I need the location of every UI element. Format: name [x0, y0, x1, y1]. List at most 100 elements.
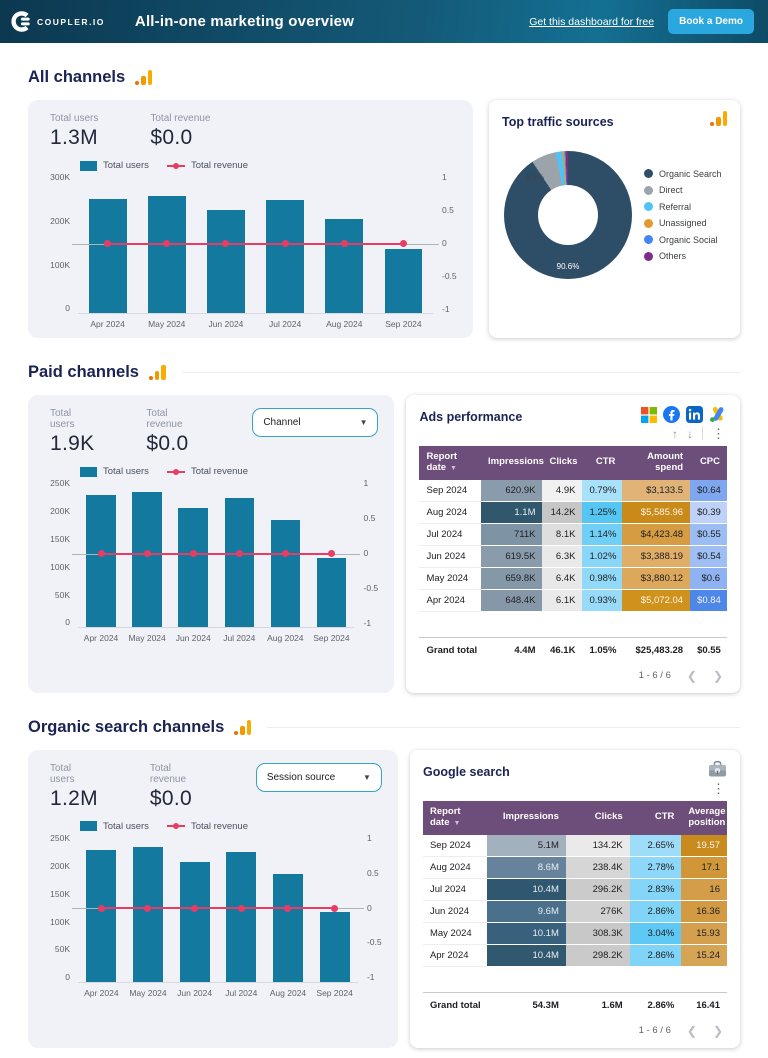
bar[interactable]	[179, 862, 210, 982]
column-header-cpc[interactable]: CPC	[690, 446, 727, 480]
revenue-point[interactable]	[222, 240, 230, 247]
prev-page-icon[interactable]: ❮	[686, 668, 697, 683]
more-options-icon[interactable]: ⋮	[712, 780, 725, 796]
bar[interactable]	[86, 494, 116, 627]
revenue-point[interactable]	[97, 550, 105, 557]
x-tick: Apr 2024	[90, 319, 125, 329]
revenue-point[interactable]	[104, 240, 112, 247]
legend-item[interactable]: Referral	[644, 202, 722, 212]
legend-label: Total revenue	[190, 820, 248, 832]
x-tick: Aug 2024	[269, 987, 307, 998]
next-page-icon[interactable]: ❯	[712, 668, 723, 683]
revenue-point[interactable]	[331, 904, 339, 912]
google-analytics-icon	[710, 111, 727, 126]
channel-filter-dropdown[interactable]: Channel ▼	[252, 408, 379, 437]
revenue-point[interactable]	[327, 550, 335, 557]
table-row[interactable]: Jul 2024 711K 8.1K 1.14% $4,423.48 $0.55	[419, 523, 727, 546]
column-header-impressions[interactable]: Impressions	[486, 800, 566, 835]
cell: May 2024	[419, 567, 481, 590]
bar[interactable]	[86, 849, 117, 982]
column-header-report-date[interactable]: Report date ▼	[422, 800, 487, 835]
cell: 10.4M	[486, 944, 566, 967]
bar[interactable]	[133, 846, 163, 982]
next-page-icon[interactable]: ❯	[712, 1023, 723, 1038]
bar[interactable]	[178, 507, 208, 627]
bar[interactable]	[224, 497, 255, 627]
more-options-icon[interactable]: ⋮	[712, 426, 725, 441]
book-demo-button[interactable]: Book a Demo	[668, 9, 754, 34]
revenue-point[interactable]	[191, 904, 199, 912]
column-header-impressions[interactable]: Impressions	[480, 446, 544, 480]
bar-slot	[315, 174, 374, 313]
header-row: Report date ▼ Impressions Clicks CTR Amount …	[419, 446, 727, 480]
table-row[interactable]: May 2024 10.1M 308.3K 3.04% 15.93	[422, 922, 727, 945]
revenue-point[interactable]	[143, 550, 151, 557]
cell: 5.1M	[486, 834, 566, 857]
revenue-point[interactable]	[237, 904, 245, 912]
table-row[interactable]: Apr 2024 648.4K 6.1K 0.93% $5,072.04 $0.84	[419, 589, 727, 612]
revenue-point[interactable]	[340, 240, 348, 247]
data-table: Report date ▼ Impressions Clicks CTR Average…	[422, 800, 727, 1018]
sort-down-icon[interactable]: ↓	[687, 426, 693, 441]
bar[interactable]	[88, 199, 127, 313]
legend-item[interactable]: Organic Search	[644, 169, 722, 179]
bar[interactable]	[325, 219, 364, 313]
bar[interactable]	[273, 874, 303, 982]
cell: Sep 2024	[422, 834, 487, 857]
revenue-point[interactable]	[97, 904, 105, 912]
traffic-donut[interactable]: 90.6% 6.3%	[504, 151, 632, 279]
x-tick: May 2024	[128, 633, 166, 643]
table-row[interactable]: Sep 2024 620.9K 4.9K 0.79% $3,133.5 $0.64	[419, 479, 727, 502]
column-header-ctr[interactable]: CTR	[629, 800, 682, 835]
revenue-point[interactable]	[163, 240, 171, 247]
column-header-clicks[interactable]: Clicks	[565, 800, 630, 835]
revenue-point[interactable]	[144, 904, 152, 912]
table-row[interactable]: Aug 2024 1.1M 14.2K 1.25% $5,585.96 $0.39	[419, 501, 727, 524]
bar[interactable]	[226, 852, 257, 982]
bar[interactable]	[316, 557, 347, 627]
bar[interactable]	[266, 200, 305, 313]
cell: Aug 2024	[419, 501, 481, 524]
column-header-report-date[interactable]: Report date ▼	[419, 446, 481, 480]
column-header-amount-spend[interactable]: Amount spend	[622, 446, 691, 480]
prev-page-icon[interactable]: ❮	[686, 1023, 697, 1038]
table-row[interactable]: Jun 2024 619.5K 6.3K 1.02% $3,388.19 $0.54	[419, 545, 727, 568]
x-tick: Jul 2024	[223, 633, 256, 643]
column-header-ctr[interactable]: CTR	[582, 446, 623, 480]
bar[interactable]	[207, 209, 245, 313]
cell: 10.4M	[486, 878, 566, 901]
table-row[interactable]: Sep 2024 5.1M 134.2K 2.65% 19.57	[422, 834, 727, 857]
table-row[interactable]: Jul 2024 10.4M 296.2K 2.83% 16	[422, 878, 727, 901]
bar[interactable]	[319, 912, 350, 982]
legend-item[interactable]: Direct	[644, 185, 722, 195]
table-row[interactable]: May 2024 659.8K 6.4K 0.98% $3,880.12 $0.6	[419, 567, 727, 590]
coupler-logo[interactable]: COUPLER.IO	[10, 11, 105, 32]
revenue-point[interactable]	[281, 240, 289, 247]
session-source-filter-dropdown[interactable]: Session source ▼	[255, 762, 382, 792]
legend-item[interactable]: Unassigned	[644, 218, 722, 228]
cell: $3,133.5	[622, 479, 691, 502]
cell: Jun 2024	[422, 900, 487, 923]
bar[interactable]	[147, 196, 186, 313]
bar[interactable]	[270, 519, 301, 627]
revenue-point[interactable]	[284, 904, 292, 912]
table-row[interactable]: Jun 2024 9.6M 276K 2.86% 16.36	[422, 900, 727, 923]
get-dashboard-link[interactable]: Get this dashboard for free	[529, 15, 655, 28]
column-header-clicks[interactable]: Clicks	[542, 446, 583, 480]
legend-item[interactable]: Organic Social	[644, 235, 722, 245]
bar[interactable]	[384, 249, 423, 313]
revenue-point[interactable]	[189, 550, 197, 557]
revenue-point[interactable]	[399, 240, 407, 247]
table-row[interactable]: Apr 2024 10.4M 298.2K 2.86% 15.24	[422, 944, 727, 967]
revenue-point[interactable]	[235, 550, 243, 557]
legend-item[interactable]: Others	[644, 251, 722, 261]
x-tick: Aug 2024	[326, 319, 363, 329]
table-row[interactable]: Aug 2024 8.6M 238.4K 2.78% 17.1	[422, 856, 727, 879]
sort-up-icon[interactable]: ↑	[672, 426, 678, 441]
column-header-average-position[interactable]: Average position	[681, 800, 727, 835]
kpi-total-revenue: Total revenue $0.0	[146, 408, 200, 456]
cell: 238.4K	[565, 856, 630, 879]
slice-label-direct: 6.3%	[525, 172, 544, 182]
revenue-point[interactable]	[281, 550, 289, 557]
bar[interactable]	[132, 491, 162, 627]
